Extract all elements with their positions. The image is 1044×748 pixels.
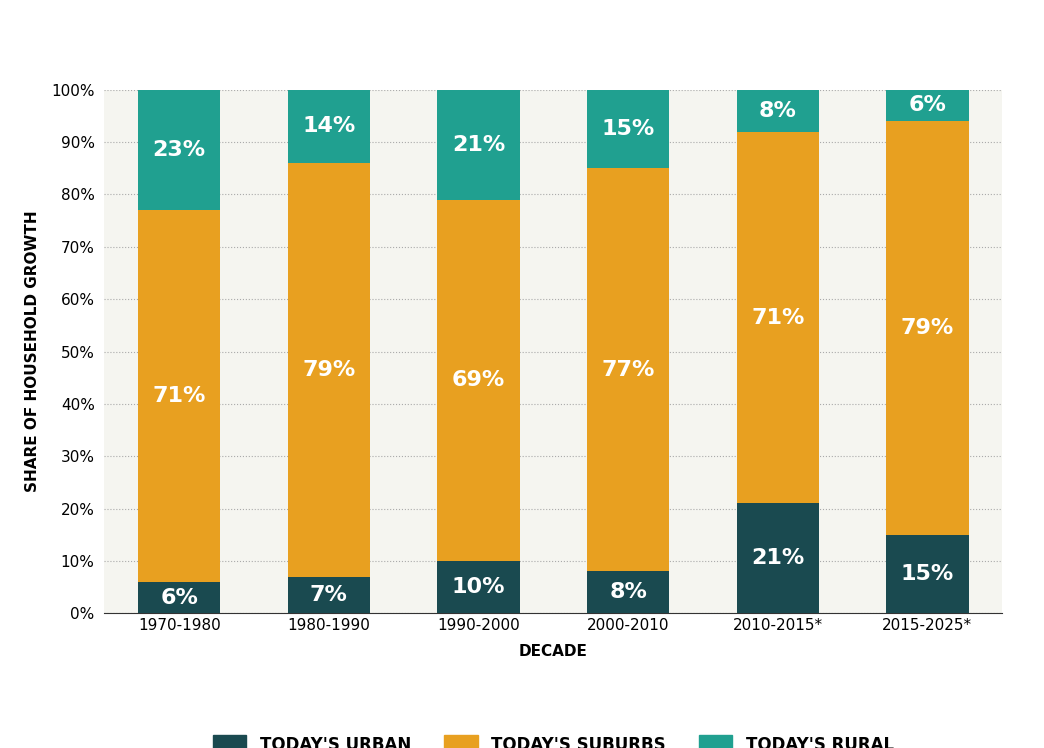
Bar	[886, 90, 969, 121]
Text: 8%: 8%	[759, 101, 797, 120]
Text: 6%: 6%	[161, 588, 198, 607]
Text: 71%: 71%	[152, 386, 206, 406]
Text: 15%: 15%	[901, 564, 954, 584]
Bar	[587, 90, 669, 168]
Text: 8%: 8%	[610, 583, 647, 602]
Text: 69%: 69%	[452, 370, 505, 390]
Text: 21%: 21%	[751, 548, 805, 568]
Bar	[138, 582, 220, 613]
Bar	[138, 90, 220, 210]
Bar	[288, 90, 370, 163]
Bar	[737, 503, 818, 613]
Text: 71%: 71%	[751, 307, 805, 328]
Bar	[437, 561, 520, 613]
Bar	[737, 132, 818, 503]
Bar	[587, 571, 669, 613]
Text: Share of Household Growth by Decade: Share of Household Growth by Decade	[191, 23, 853, 52]
Bar	[587, 168, 669, 571]
Text: 77%: 77%	[601, 360, 655, 380]
Bar	[886, 121, 969, 535]
Text: 21%: 21%	[452, 135, 505, 155]
Text: 10%: 10%	[452, 577, 505, 597]
Bar	[886, 535, 969, 613]
Legend: TODAY'S URBAN, TODAY'S SUBURBS, TODAY'S RURAL: TODAY'S URBAN, TODAY'S SUBURBS, TODAY'S …	[205, 726, 902, 748]
Text: 23%: 23%	[152, 140, 206, 160]
Bar	[288, 163, 370, 577]
Text: 6%: 6%	[908, 96, 946, 115]
Y-axis label: SHARE OF HOUSEHOLD GROWTH: SHARE OF HOUSEHOLD GROWTH	[25, 211, 40, 492]
Bar	[138, 210, 220, 582]
X-axis label: DECADE: DECADE	[519, 644, 588, 659]
Text: 79%: 79%	[302, 360, 356, 380]
Bar	[437, 200, 520, 561]
Bar	[437, 90, 520, 200]
Text: 15%: 15%	[601, 119, 655, 139]
Bar	[737, 90, 818, 132]
Text: 14%: 14%	[302, 117, 356, 136]
Bar	[288, 577, 370, 613]
Text: 7%: 7%	[310, 585, 348, 605]
Text: 79%: 79%	[901, 318, 954, 338]
